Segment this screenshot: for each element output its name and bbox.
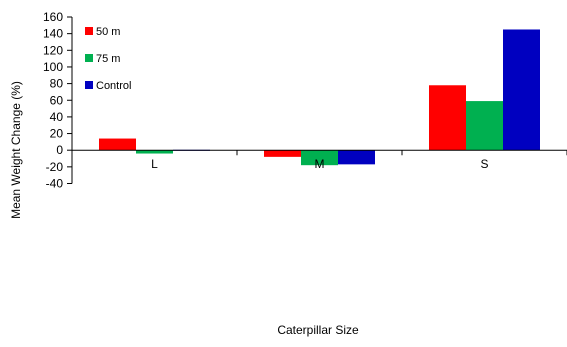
y-tick-label: 140 [43,27,63,41]
y-tick-label: 0 [56,143,63,157]
bar-m-50-m [264,150,301,157]
bar-l-50-m [99,138,136,151]
bar-m-control [338,150,375,165]
legend-label: 50 m [96,26,120,38]
y-tick-label: 120 [43,43,63,57]
y-axis: 160 140 120 100 80 60 40 20 0 -20 -40 [43,10,73,191]
bar-s-75-m [466,101,503,151]
x-tick-label: L [151,157,158,171]
bar-l-75-m [136,150,173,154]
x-tick-label: M [315,157,325,171]
y-axis-label: Mean Weight Change (%) [9,81,23,219]
legend-swatch [85,81,93,89]
legend-label: 75 m [96,53,120,65]
y-tick-label: 20 [50,127,64,141]
y-tick-label: -40 [46,177,64,191]
legend-label: Control [96,80,131,92]
bar-s-control [503,29,540,151]
legend-swatch [85,54,93,62]
y-tick-label: 80 [50,77,64,91]
bars [99,29,540,166]
bar-s-50-m [429,85,466,151]
x-axis-label: Caterpillar Size [277,323,359,337]
bar-m-75-m [301,150,338,166]
legend: 50 m 75 m Control [85,26,131,92]
y-tick-label: 100 [43,60,63,74]
x-tick-label: S [480,157,488,171]
y-tick-label: 40 [50,110,64,124]
y-tick-label: 60 [50,93,64,107]
y-tick-label: 160 [43,10,63,24]
y-tick-label: -20 [46,160,64,174]
legend-swatch [85,27,93,35]
